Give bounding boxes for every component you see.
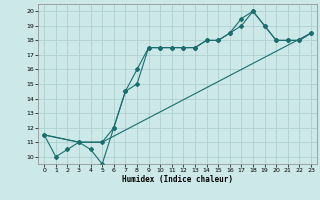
X-axis label: Humidex (Indice chaleur): Humidex (Indice chaleur) bbox=[122, 175, 233, 184]
